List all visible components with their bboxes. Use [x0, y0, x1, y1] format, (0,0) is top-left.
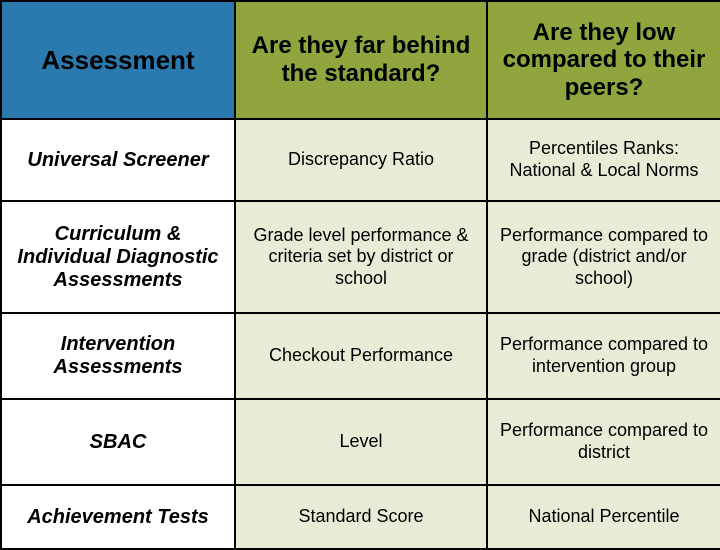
table-row: Intervention Assessments Checkout Perfor… [1, 313, 720, 399]
header-assessment: Assessment [1, 1, 235, 119]
header-peers: Are they low compared to their peers? [487, 1, 720, 119]
header-row: Assessment Are they far behind the stand… [1, 1, 720, 119]
cell-standard: Level [235, 399, 487, 485]
row-label-achievement: Achievement Tests [1, 485, 235, 549]
cell-standard: Standard Score [235, 485, 487, 549]
header-standard: Are they far behind the standard? [235, 1, 487, 119]
cell-standard: Grade level performance & criteria set b… [235, 201, 487, 313]
table-row: Achievement Tests Standard Score Nationa… [1, 485, 720, 549]
table-row: Universal Screener Discrepancy Ratio Per… [1, 119, 720, 201]
table-row: Curriculum & Individual Diagnostic Asses… [1, 201, 720, 313]
cell-peers: Performance compared to grade (district … [487, 201, 720, 313]
cell-peers: National Percentile [487, 485, 720, 549]
cell-standard: Checkout Performance [235, 313, 487, 399]
table-row: SBAC Level Performance compared to distr… [1, 399, 720, 485]
assessment-table: Assessment Are they far behind the stand… [0, 0, 720, 550]
row-label-intervention: Intervention Assessments [1, 313, 235, 399]
row-label-sbac: SBAC [1, 399, 235, 485]
cell-standard: Discrepancy Ratio [235, 119, 487, 201]
row-label-universal-screener: Universal Screener [1, 119, 235, 201]
cell-peers: Performance compared to district [487, 399, 720, 485]
cell-peers: Percentiles Ranks: National & Local Norm… [487, 119, 720, 201]
cell-peers: Performance compared to intervention gro… [487, 313, 720, 399]
row-label-curriculum: Curriculum & Individual Diagnostic Asses… [1, 201, 235, 313]
